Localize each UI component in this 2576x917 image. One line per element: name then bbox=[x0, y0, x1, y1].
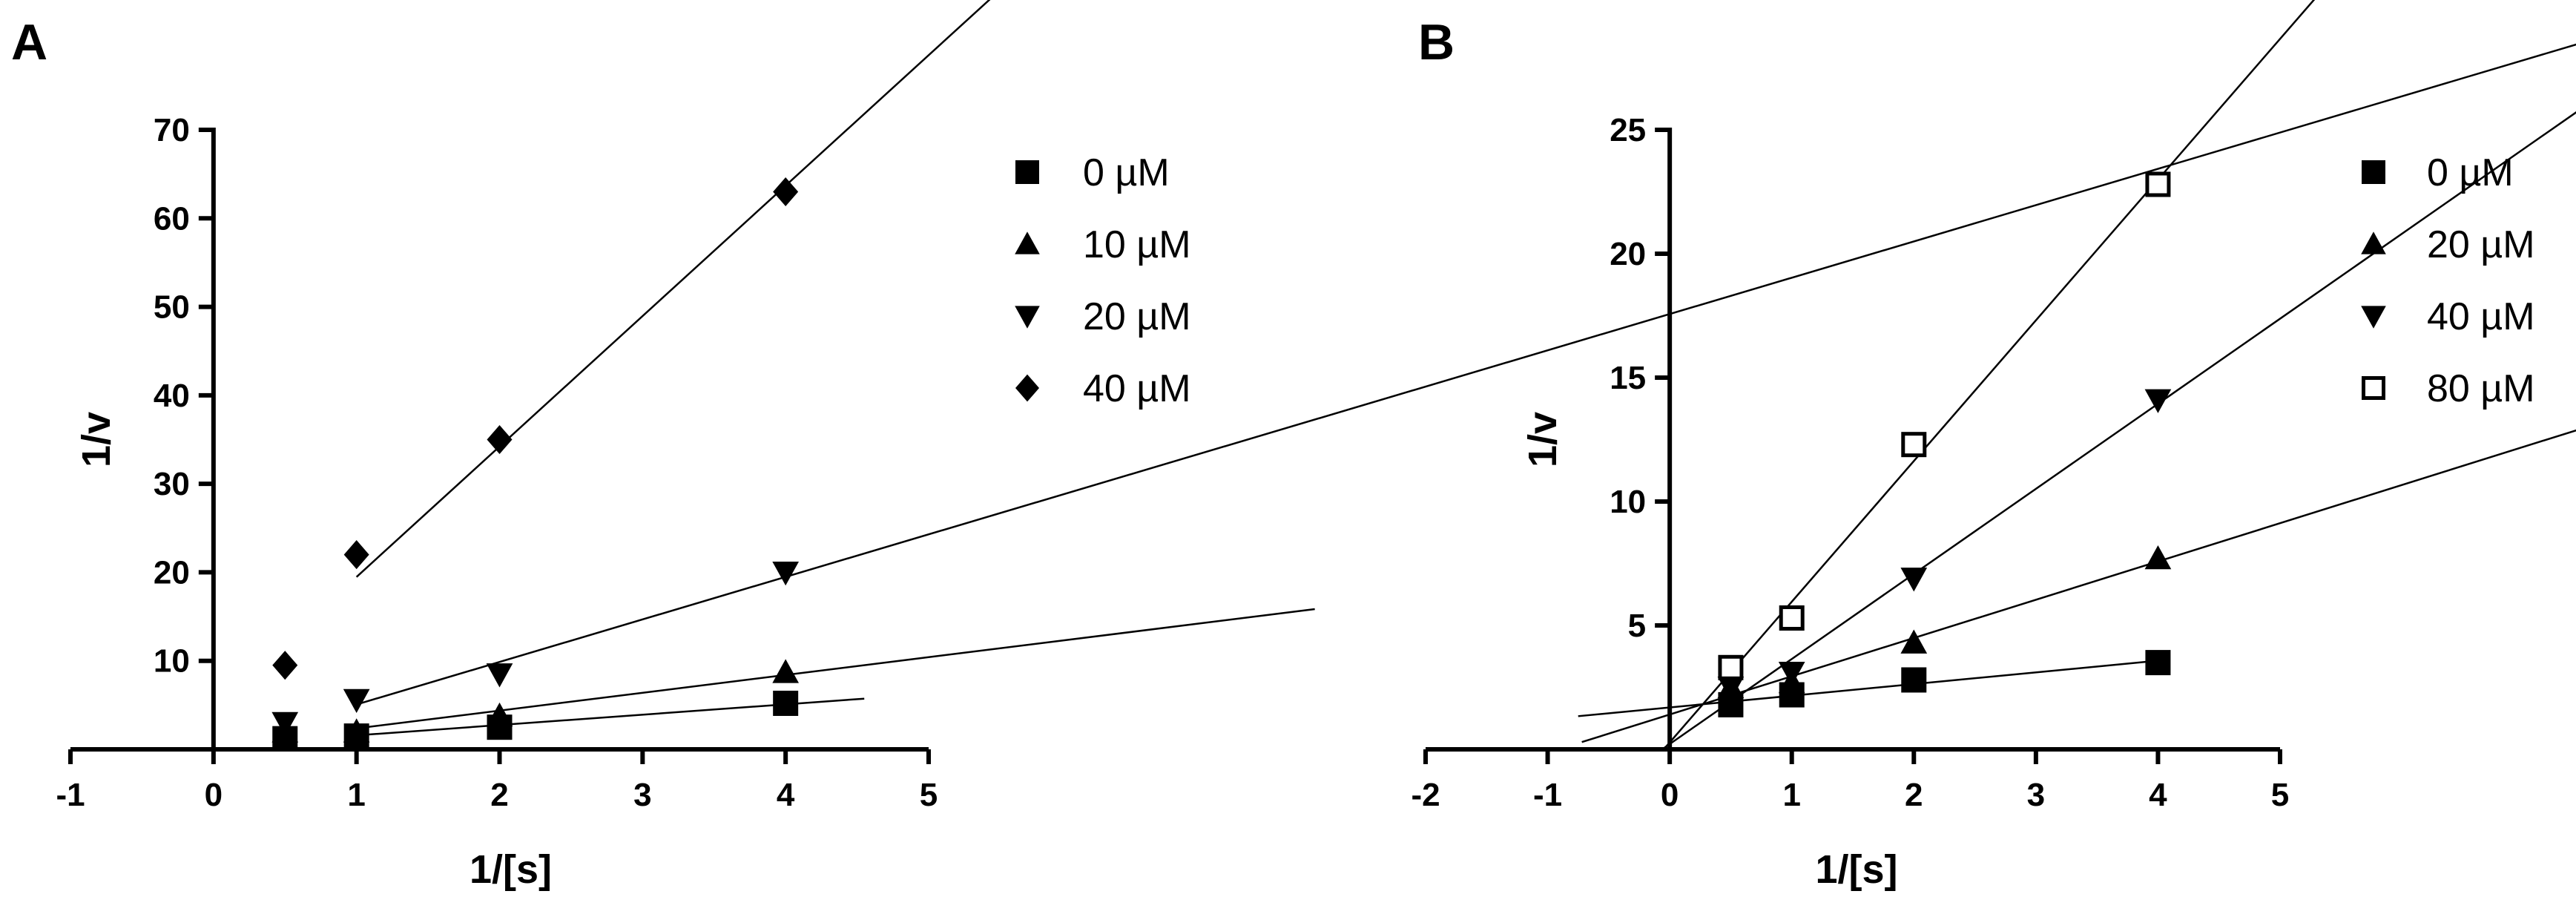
series-4 bbox=[272, 0, 991, 680]
data-point bbox=[773, 690, 799, 716]
legend-marker bbox=[2361, 231, 2386, 254]
panel-label: B bbox=[1418, 14, 1455, 70]
legend-marker bbox=[1015, 231, 1040, 254]
data-point bbox=[2144, 545, 2172, 570]
legend-label: 80 µM bbox=[2427, 367, 2535, 410]
fit-line bbox=[356, 43, 2576, 706]
data-point bbox=[1901, 667, 1927, 693]
legend-marker bbox=[1015, 306, 1040, 329]
legend-marker bbox=[1015, 374, 1039, 402]
y-tick-label: 5 bbox=[1628, 608, 1646, 644]
data-point bbox=[2145, 650, 2171, 676]
data-point bbox=[343, 718, 370, 743]
data-point bbox=[1717, 677, 1745, 701]
x-tick-label: 1 bbox=[347, 777, 365, 813]
y-tick-label: 10 bbox=[154, 643, 190, 680]
fit-line bbox=[1578, 660, 2158, 717]
data-point bbox=[1779, 605, 1805, 631]
y-tick-label: 25 bbox=[1610, 112, 1646, 148]
y-axis-title: 1/v bbox=[74, 412, 119, 467]
data-point bbox=[1900, 629, 1928, 654]
y-tick-label: 60 bbox=[154, 200, 190, 237]
x-tick-label: -1 bbox=[56, 777, 85, 813]
x-tick-label: -1 bbox=[1533, 777, 1562, 813]
fit-line bbox=[1663, 0, 2316, 750]
data-point bbox=[487, 424, 513, 455]
data-point bbox=[271, 711, 299, 737]
y-tick-label: 50 bbox=[154, 289, 190, 326]
x-tick-label: 0 bbox=[205, 777, 223, 813]
legend-marker bbox=[1015, 160, 1039, 184]
fit-line bbox=[356, 608, 1315, 730]
fit-line bbox=[1581, 429, 2576, 743]
x-tick-label: 1 bbox=[1782, 777, 1800, 813]
x-axis-title: 1/[s] bbox=[1815, 847, 1897, 892]
y-tick-label: 30 bbox=[154, 466, 190, 502]
legend-marker bbox=[2361, 306, 2386, 329]
x-tick-label: 0 bbox=[1661, 777, 1679, 813]
data-point bbox=[1778, 662, 1805, 686]
fit-line bbox=[355, 0, 991, 578]
x-tick-label: 4 bbox=[777, 777, 795, 813]
data-point bbox=[772, 659, 800, 683]
x-tick-label: 2 bbox=[1905, 777, 1923, 813]
x-axis-title: 1/[s] bbox=[470, 847, 552, 892]
panel-b: B -2 -1 0 1 2 3 4 5 5 10 15 20 25 1/[s] 1/v 0 µM 20 µM 40 … bbox=[1411, 0, 2576, 892]
y-tick-label: 15 bbox=[1610, 360, 1646, 396]
x-tick-label: 4 bbox=[2149, 777, 2167, 813]
x-tick-label: 5 bbox=[920, 777, 938, 813]
y-tick-label: 70 bbox=[154, 112, 190, 148]
data-point bbox=[486, 663, 513, 688]
legend: 0 µM 20 µM 40 µM 80 µM bbox=[2361, 151, 2535, 410]
data-point bbox=[486, 702, 513, 727]
data-point bbox=[1900, 568, 1928, 592]
legend-label: 40 µM bbox=[1083, 367, 1191, 410]
panel-label: A bbox=[11, 14, 47, 70]
legend-label: 0 µM bbox=[2427, 151, 2514, 194]
legend-label: 20 µM bbox=[1083, 295, 1191, 338]
x-tick-label: 5 bbox=[2271, 777, 2289, 813]
legend-label: 0 µM bbox=[1083, 151, 1170, 194]
series-3 bbox=[271, 43, 2576, 737]
data-point bbox=[272, 651, 298, 680]
legend: 0 µM 10 µM 20 µM 40 µM bbox=[1015, 151, 1191, 410]
x-tick-label: -2 bbox=[1411, 777, 1440, 813]
series-4 bbox=[1663, 0, 2316, 750]
y-tick-label: 20 bbox=[1610, 236, 1646, 272]
x-tick-label: 3 bbox=[633, 777, 651, 813]
data-point bbox=[1901, 432, 1927, 458]
legend-label: 40 µM bbox=[2427, 295, 2535, 338]
data-point bbox=[343, 688, 370, 714]
series-2 bbox=[271, 608, 1315, 743]
data-point bbox=[772, 561, 800, 586]
y-tick-label: 10 bbox=[1610, 484, 1646, 520]
x-tick-label: 3 bbox=[2027, 777, 2045, 813]
y-tick-label: 40 bbox=[154, 378, 190, 414]
series-3 bbox=[1661, 111, 2576, 751]
legend-marker bbox=[2362, 160, 2385, 184]
x-tick-label: 2 bbox=[490, 777, 508, 813]
y-tick-label: 20 bbox=[154, 554, 190, 591]
fit-line bbox=[1661, 111, 2576, 751]
data-point bbox=[2144, 389, 2172, 413]
y-axis-title: 1/v bbox=[1521, 412, 1565, 467]
data-point bbox=[2145, 171, 2171, 197]
legend-label: 20 µM bbox=[2427, 223, 2535, 266]
data-point bbox=[343, 540, 369, 570]
series-1 bbox=[1578, 650, 2171, 717]
legend-label: 10 µM bbox=[1083, 223, 1191, 266]
data-point bbox=[773, 177, 799, 207]
data-point bbox=[1718, 654, 1744, 680]
legend-marker bbox=[2362, 376, 2385, 400]
